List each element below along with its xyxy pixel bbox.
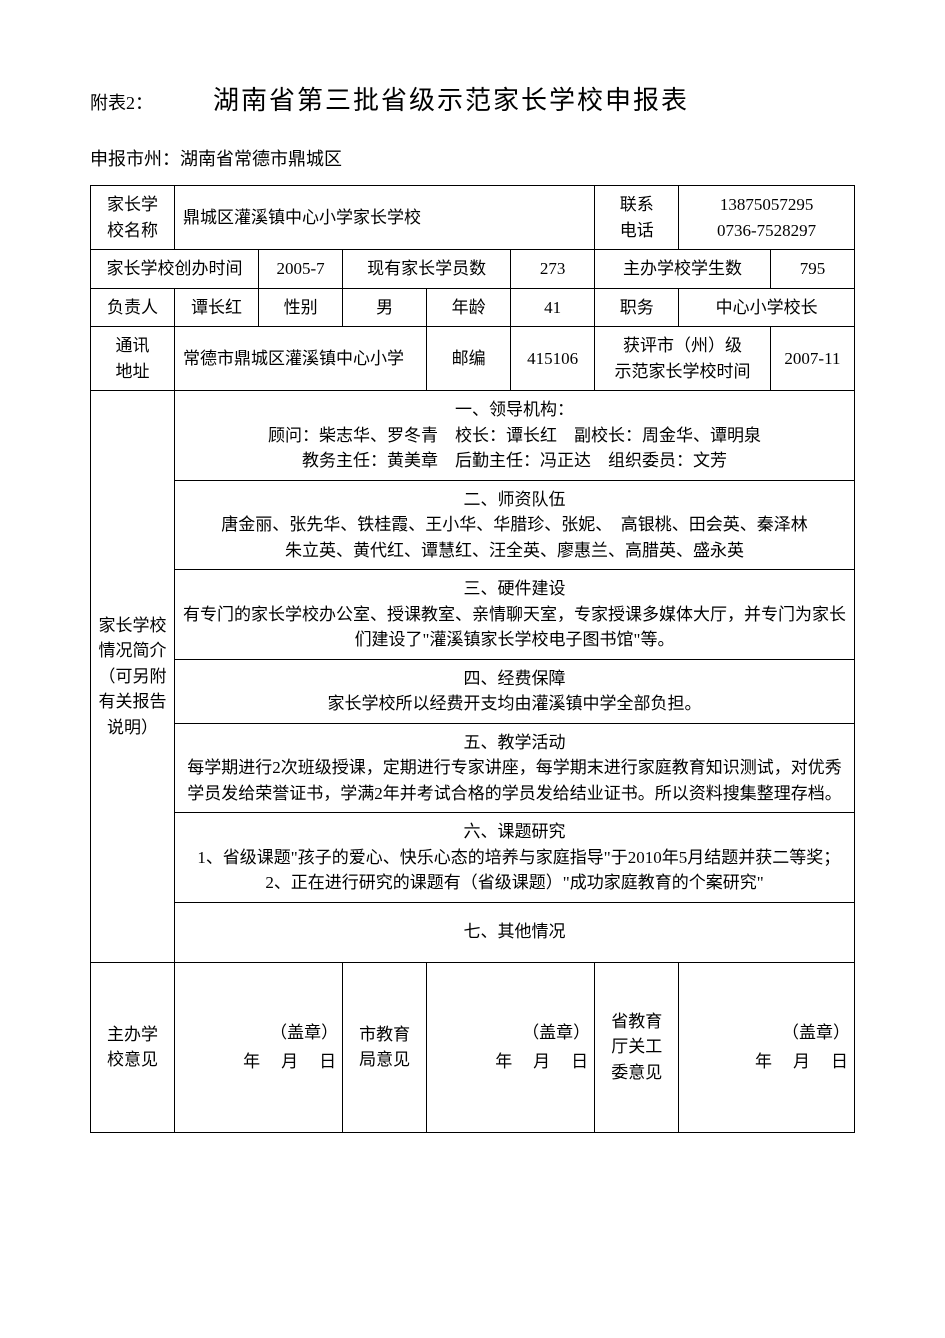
applicant-value: 湖南省常德市鼎城区 [180, 149, 342, 169]
applicant-label: 申报市州： [90, 149, 180, 169]
attachment-label: 附表2： [90, 89, 153, 115]
intro-section-7: 七、其他情况 [175, 902, 855, 962]
opinion-province-label: 省教育厅关工委意见 [595, 962, 679, 1132]
opinion-school-label: 主办学校意见 [91, 962, 175, 1132]
opinion-bureau-label: 市教育局意见 [343, 962, 427, 1132]
applicant-row: 申报市州：湖南省常德市鼎城区 [90, 145, 855, 171]
gender-value: 男 [343, 288, 427, 327]
address-label: 通讯地址 [91, 327, 175, 391]
opinion-bureau-cell: （盖章） 年 月 日 [427, 962, 595, 1132]
students-label: 主办学校学生数 [595, 250, 771, 289]
postcode-label: 邮编 [427, 327, 511, 391]
intro-section-4: 四、经费保障家长学校所以经费开支均由灌溪镇中学全部负担。 [175, 659, 855, 723]
members-label: 现有家长学员数 [343, 250, 511, 289]
opinion-school-cell: （盖章） 年 月 日 [175, 962, 343, 1132]
school-name-label: 家长学校名称 [91, 186, 175, 250]
intro-section-1: 一、领导机构：顾问：柴志华、罗冬青 校长：谭长红 副校长：周金华、谭明泉教务主任… [175, 391, 855, 481]
students-value: 795 [770, 250, 854, 289]
age-value: 41 [511, 288, 595, 327]
application-form-table: 家长学校名称 鼎城区灌溪镇中心小学家长学校 联系电话 1387505729507… [90, 185, 855, 1133]
age-label: 年龄 [427, 288, 511, 327]
found-time-value: 2005-7 [259, 250, 343, 289]
page-title: 湖南省第三批省级示范家长学校申报表 [213, 80, 689, 117]
intro-section-6: 六、课题研究1、省级课题"孩子的爱心、快乐心态的培养与家庭指导"于2010年5月… [175, 813, 855, 903]
members-value: 273 [511, 250, 595, 289]
leader-name: 谭长红 [175, 288, 259, 327]
address-value: 常德市鼎城区灌溪镇中心小学 [175, 327, 427, 391]
leader-label: 负责人 [91, 288, 175, 327]
intro-section-3: 三、硬件建设有专门的家长学校办公室、授课教室、亲情聊天室，专家授课多媒体大厅，并… [175, 570, 855, 660]
gender-label: 性别 [259, 288, 343, 327]
position-value: 中心小学校长 [679, 288, 855, 327]
position-label: 职务 [595, 288, 679, 327]
intro-section-2: 二、师资队伍唐金丽、张先华、铁桂霞、王小华、华腊珍、张妮、 高银桃、田会英、秦泽… [175, 480, 855, 570]
opinion-province-cell: （盖章） 年 月 日 [679, 962, 855, 1132]
award-time-label: 获评市（州）级示范家长学校时间 [595, 327, 771, 391]
postcode-value: 415106 [511, 327, 595, 391]
school-name-value: 鼎城区灌溪镇中心小学家长学校 [175, 186, 595, 250]
phone-label: 联系电话 [595, 186, 679, 250]
award-time-value: 2007-11 [770, 327, 854, 391]
intro-side-label: 家长学校情况简介（可另附有关报告说明） [91, 391, 175, 963]
found-time-label: 家长学校创办时间 [91, 250, 259, 289]
phone-value: 138750572950736-7528297 [679, 186, 855, 250]
intro-section-5: 五、教学活动每学期进行2次班级授课，定期进行专家讲座，每学期末进行家庭教育知识测… [175, 723, 855, 813]
